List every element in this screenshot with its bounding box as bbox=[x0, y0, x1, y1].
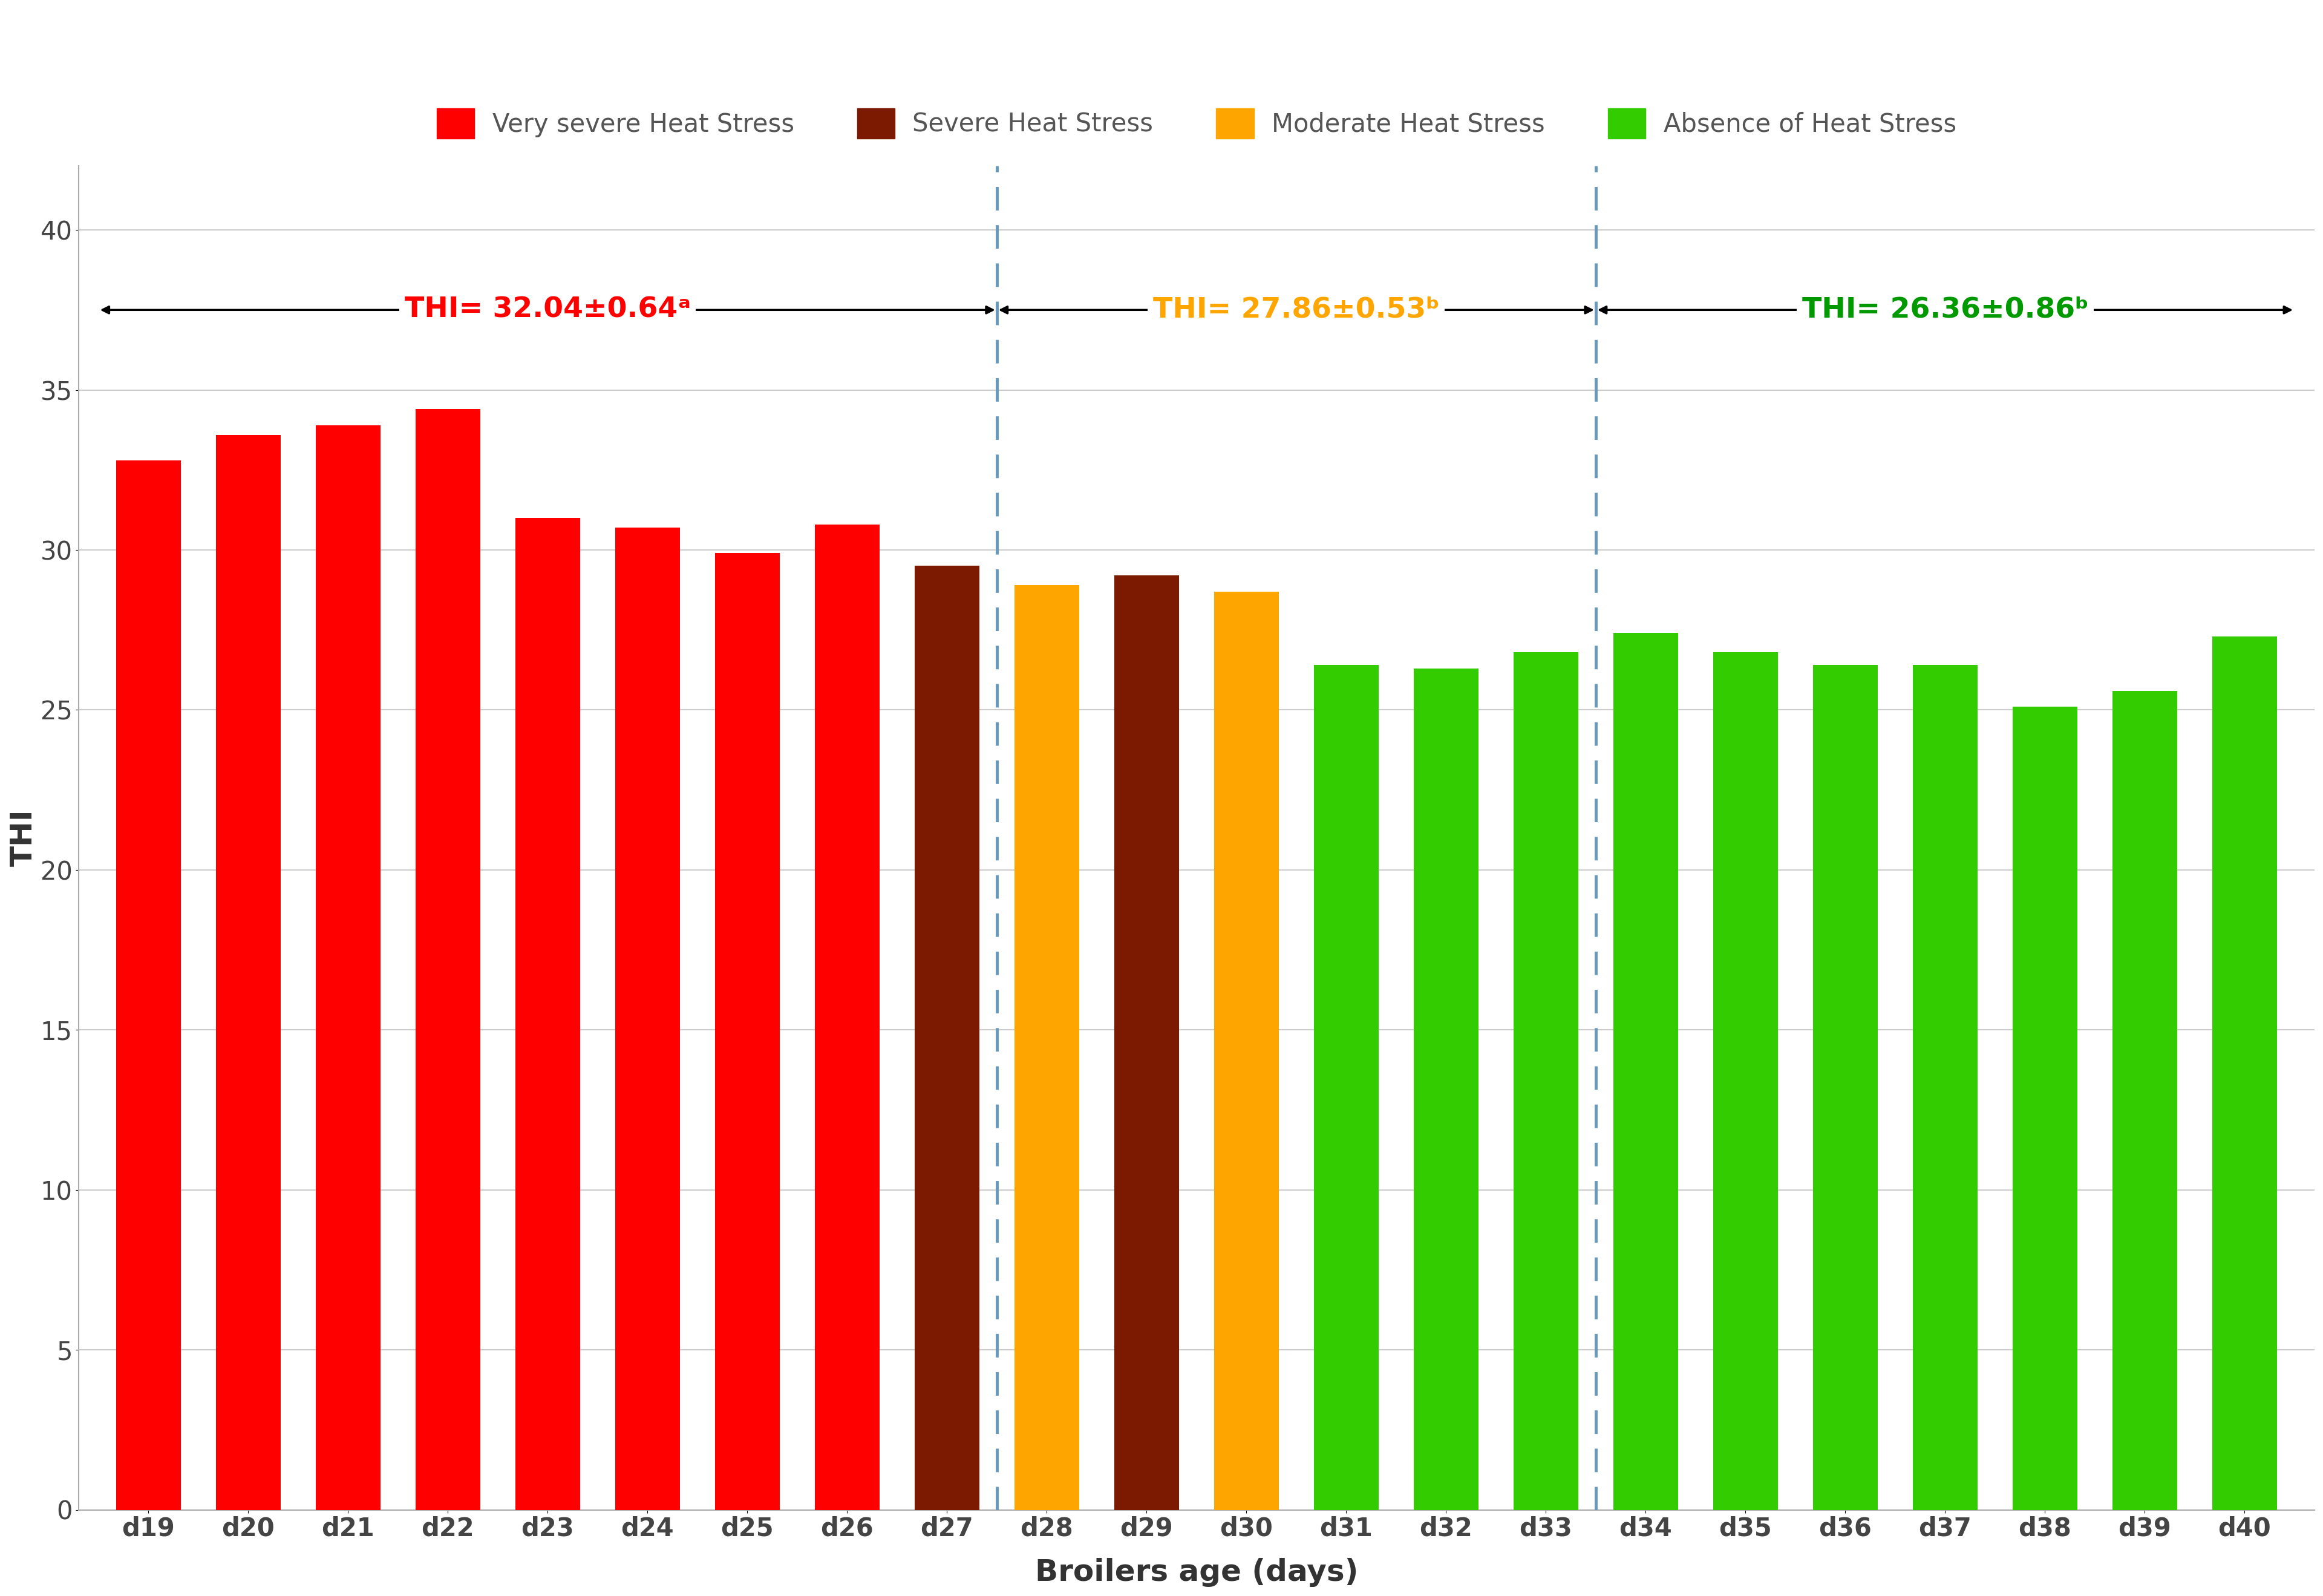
Bar bbox=[915, 567, 978, 1510]
Bar bbox=[1512, 653, 1577, 1510]
Bar bbox=[316, 425, 381, 1510]
Text: THI= 27.86±0.53ᵇ: THI= 27.86±0.53ᵇ bbox=[1152, 297, 1440, 324]
Bar bbox=[2211, 637, 2277, 1510]
Text: THI= 26.36±0.86ᵇ: THI= 26.36±0.86ᵇ bbox=[1800, 297, 2088, 324]
Bar bbox=[516, 519, 581, 1510]
X-axis label: Broilers age (days): Broilers age (days) bbox=[1034, 1558, 1357, 1586]
Bar bbox=[1113, 576, 1178, 1510]
Bar bbox=[1712, 653, 1777, 1510]
Bar bbox=[815, 525, 880, 1510]
Bar bbox=[2112, 691, 2177, 1510]
Bar bbox=[1612, 634, 1677, 1510]
Bar bbox=[1312, 666, 1378, 1510]
Bar bbox=[1912, 666, 1977, 1510]
Bar bbox=[616, 528, 681, 1510]
Bar bbox=[416, 409, 481, 1510]
Bar bbox=[1213, 592, 1278, 1510]
Bar bbox=[116, 460, 181, 1510]
Bar bbox=[1412, 669, 1477, 1510]
Text: THI= 32.04±0.64ᵃ: THI= 32.04±0.64ᵃ bbox=[404, 297, 690, 324]
Legend: Very severe Heat Stress, Severe Heat Stress, Moderate Heat Stress, Absence of He: Very severe Heat Stress, Severe Heat Str… bbox=[427, 97, 1965, 148]
Bar bbox=[1812, 666, 1877, 1510]
Bar bbox=[2012, 707, 2077, 1510]
Bar bbox=[1015, 586, 1078, 1510]
Bar bbox=[715, 554, 781, 1510]
Bar bbox=[216, 434, 281, 1510]
Y-axis label: THI: THI bbox=[9, 809, 37, 867]
